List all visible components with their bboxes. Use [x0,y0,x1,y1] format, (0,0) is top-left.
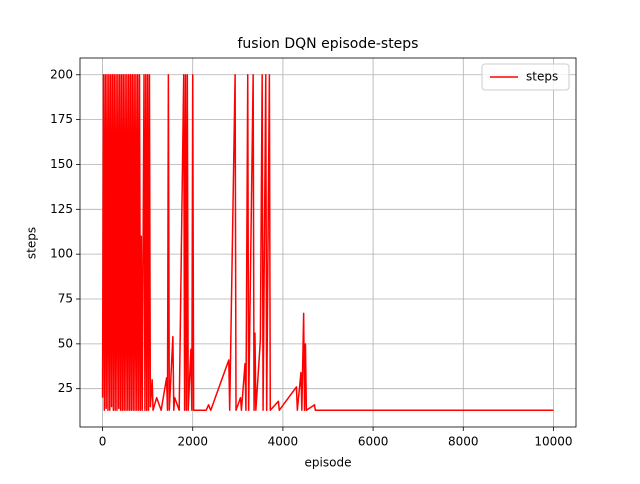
axes-frame [79,57,577,428]
y-tick-label: 150 [50,157,73,171]
x-tick-label: 4000 [268,435,299,449]
y-tick-label: 100 [50,247,73,261]
x-tick-label: 0 [99,435,107,449]
y-tick-label: 200 [50,67,73,81]
y-axis-label: steps [25,227,39,259]
line [101,74,554,411]
x-tick-label: 2000 [177,435,208,449]
x-tick-label: 10000 [534,435,572,449]
x-tick-label: 6000 [358,435,389,449]
x-tick-label: 8000 [448,435,479,449]
chart-title: fusion DQN episode-steps [238,36,419,52]
legend-label: steps [526,70,558,84]
y-tick-label: 25 [58,381,73,395]
y-tick-label: 125 [50,202,73,216]
x-axis-label: episode [305,456,352,470]
y-tick-label: 75 [58,292,73,306]
y-tick-label: 175 [50,112,73,126]
y-tick-label: 50 [58,336,73,350]
legend-box [481,63,570,91]
